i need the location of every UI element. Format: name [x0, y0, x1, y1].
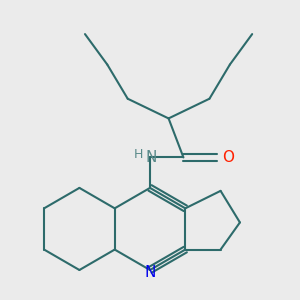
- Text: O: O: [222, 150, 234, 165]
- Text: N: N: [145, 150, 156, 165]
- Text: H: H: [134, 148, 143, 161]
- Text: N: N: [144, 265, 156, 280]
